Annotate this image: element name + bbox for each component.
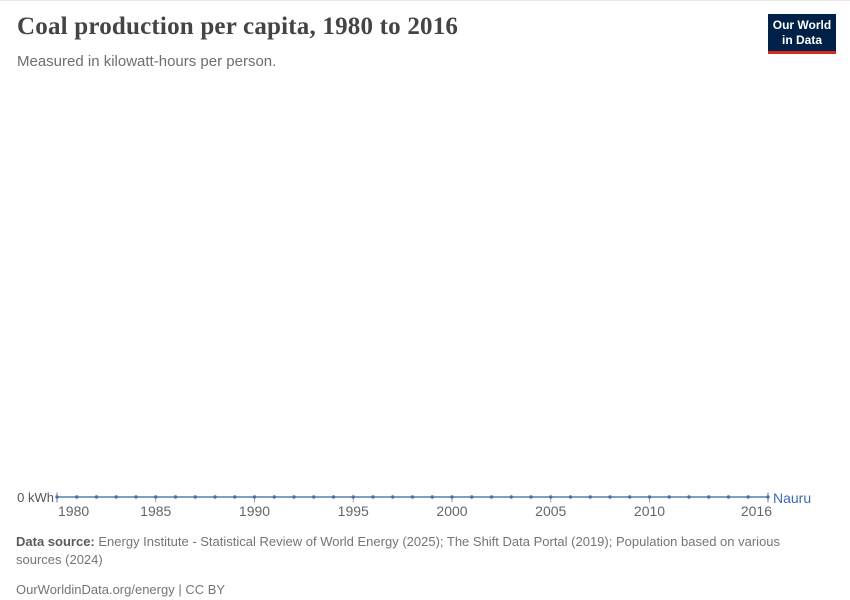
data-point[interactable]	[707, 495, 711, 499]
data-point[interactable]	[489, 495, 494, 499]
data-point[interactable]	[173, 495, 178, 499]
data-point[interactable]	[746, 495, 750, 499]
data-source-label: Data source:	[16, 534, 95, 549]
data-point[interactable]	[331, 495, 336, 499]
data-point[interactable]	[55, 495, 59, 499]
owid-logo[interactable]: Our World in Data	[768, 14, 836, 54]
x-tick-label-2016: 2016	[740, 503, 772, 519]
data-point[interactable]	[193, 495, 197, 499]
data-source-line: Data source: Energy Institute - Statisti…	[16, 533, 828, 569]
data-point[interactable]	[75, 495, 79, 499]
data-point[interactable]	[391, 495, 395, 499]
data-point[interactable]	[430, 495, 434, 499]
owid-logo-line1: Our World	[772, 17, 832, 32]
data-point[interactable]	[667, 495, 671, 499]
x-tick-label-1980: 1980	[58, 503, 90, 519]
data-point[interactable]	[726, 495, 731, 499]
data-point[interactable]	[252, 495, 257, 499]
data-point[interactable]	[410, 495, 415, 499]
data-point[interactable]	[114, 495, 118, 499]
owid-logo-line2: in Data	[781, 32, 822, 47]
data-source-text: Energy Institute - Statistical Review of…	[16, 534, 781, 567]
x-tick-label-2000: 2000	[436, 503, 468, 519]
x-tick-label-2010: 2010	[633, 503, 666, 519]
y-axis-zero-label: 0 kWh	[17, 490, 54, 505]
x-tick-label-2005: 2005	[535, 503, 567, 519]
data-point[interactable]	[154, 495, 158, 499]
data-point[interactable]	[549, 495, 553, 499]
data-point[interactable]	[371, 495, 375, 499]
x-tick-label-1985: 1985	[140, 503, 172, 519]
line-chart-plot[interactable]	[0, 1, 850, 531]
data-point[interactable]	[233, 495, 237, 499]
data-point[interactable]	[450, 495, 454, 499]
data-point[interactable]	[312, 495, 316, 499]
data-point[interactable]	[647, 495, 652, 499]
data-point[interactable]	[213, 495, 217, 499]
data-point[interactable]	[568, 495, 573, 499]
data-point[interactable]	[588, 495, 592, 499]
series-label-nauru[interactable]: Nauru	[773, 490, 812, 506]
chart-footer: Data source: Energy Institute - Statisti…	[16, 533, 828, 599]
data-point[interactable]	[94, 495, 99, 499]
data-point[interactable]	[272, 495, 276, 499]
page-title: Coal production per capita, 1980 to 2016	[17, 13, 459, 40]
data-point[interactable]	[292, 495, 296, 499]
data-point[interactable]	[470, 495, 474, 499]
data-point[interactable]	[766, 495, 770, 499]
data-point[interactable]	[509, 495, 513, 499]
attribution-line: OurWorldinData.org/energy | CC BY	[16, 582, 226, 597]
page-subtitle: Measured in kilowatt-hours per person.	[17, 53, 277, 70]
x-tick-label-1990: 1990	[238, 503, 271, 519]
data-point[interactable]	[628, 495, 632, 499]
x-axis: 1980 1985 1990 1995 2000 2005 2010 2016	[0, 503, 850, 521]
data-point[interactable]	[134, 495, 138, 499]
x-tick-label-1995: 1995	[337, 503, 369, 519]
data-point[interactable]	[608, 495, 612, 499]
data-point[interactable]	[687, 495, 691, 499]
data-points[interactable]	[55, 495, 770, 499]
data-point[interactable]	[351, 495, 355, 499]
data-point[interactable]	[529, 495, 533, 499]
